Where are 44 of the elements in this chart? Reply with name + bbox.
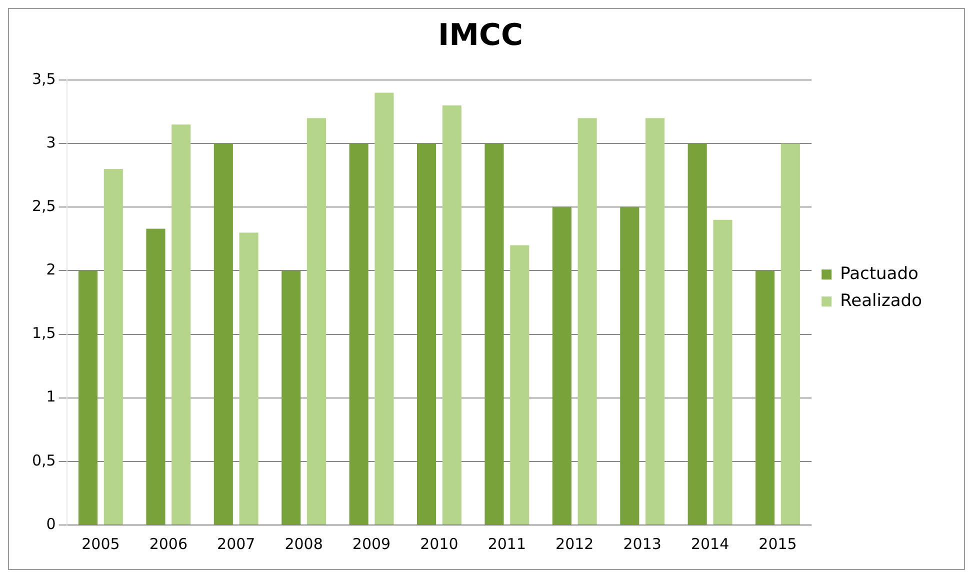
x-tick-label: 2014 (690, 534, 730, 553)
x-tick-label: 2015 (758, 534, 797, 553)
bar (306, 118, 326, 524)
bar (646, 118, 665, 524)
bar (552, 207, 572, 524)
bar (214, 144, 233, 524)
bar (146, 228, 166, 524)
y-tick-label: 2 (46, 260, 56, 279)
y-tick-label: 0,5 (32, 451, 56, 470)
chart-title: IMCC (438, 18, 524, 53)
bar (780, 144, 800, 524)
x-tick-label: 2006 (149, 534, 188, 553)
x-tick-label: 2009 (352, 534, 391, 553)
y-tick-label: 1 (46, 388, 56, 406)
bar (104, 169, 123, 524)
x-tick-label: 2005 (82, 534, 120, 553)
x-tick-label: 2011 (488, 534, 526, 553)
x-tick-label: 2012 (556, 534, 594, 553)
bar (756, 270, 775, 524)
bar (713, 220, 732, 524)
bar (442, 105, 462, 524)
y-tick-label: 3,5 (32, 70, 56, 88)
legend-label: Realizado (840, 290, 922, 311)
x-tick-label: 2007 (217, 534, 256, 553)
legend-label: Pactuado (840, 264, 918, 284)
bar (282, 270, 301, 524)
bar (510, 245, 530, 524)
bar (78, 270, 98, 524)
x-tick-label: 2008 (284, 534, 323, 553)
y-tick-label: 1,5 (32, 324, 56, 342)
bar (239, 232, 258, 524)
y-tick-label: 3 (46, 133, 56, 152)
x-tick-label: 2013 (623, 534, 662, 553)
bar (484, 144, 504, 524)
bar (374, 92, 394, 524)
bar (172, 124, 191, 524)
x-tick-label: 2010 (420, 534, 458, 553)
bar (417, 144, 436, 524)
y-tick-label: 0 (46, 514, 56, 533)
bar (620, 207, 640, 524)
bar (349, 144, 368, 524)
y-tick-label: 2,5 (32, 197, 56, 216)
bar (688, 144, 707, 524)
bar (578, 118, 597, 524)
